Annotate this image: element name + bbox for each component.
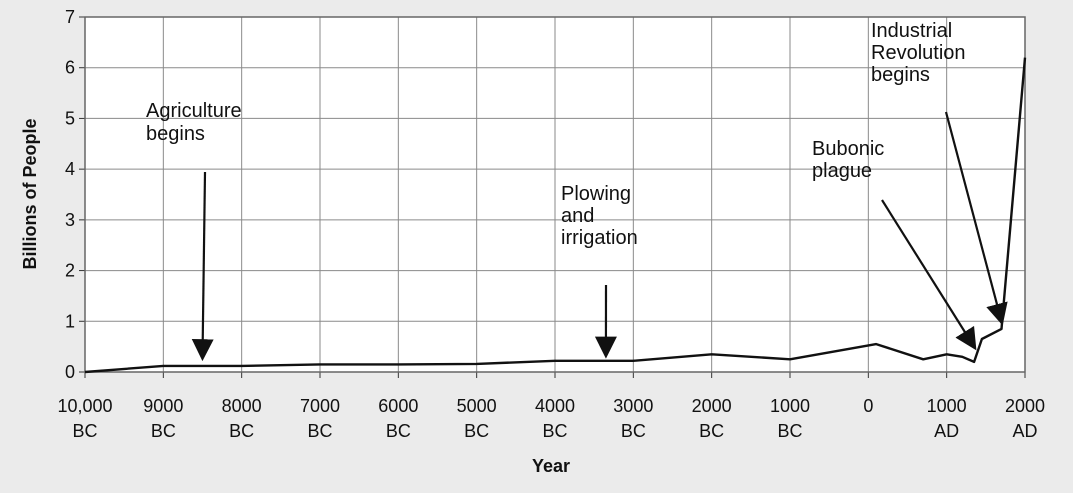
y-axis-ticks: 0 1 2 3 4 5 6 7 [65,7,75,382]
y-tick-label: 7 [65,7,75,27]
x-tick-label-era: BC [151,421,176,441]
x-tick-label: 9000 [143,396,183,416]
x-tick-label: 5000 [457,396,497,416]
series [84,57,1027,374]
x-axis-ticks: 10,000 BC 9000 BC 8000 BC 7000 BC 6000 BC 5000 BC 40… [57,396,1045,441]
annotation-label: and [561,205,594,227]
x-tick-label: 8000 [222,396,262,416]
x-tick-label-era: BC [699,421,724,441]
x-tick-label: 2000 [692,396,732,416]
y-tick-label: 6 [65,58,75,78]
x-tick-label-era: BC [307,421,332,441]
y-tick-label: 3 [65,210,75,230]
x-tick-label: 1000 [927,396,967,416]
annotation-label: Plowing [561,183,631,205]
annotation-label: irrigation [561,227,638,249]
plot-frame [84,16,1026,373]
y-tick-label: 5 [65,108,75,128]
x-tick-label: 10,000 [57,396,112,416]
x-tick-label: 7000 [300,396,340,416]
annotation-arrow [881,199,977,351]
y-tick-label: 0 [65,362,75,382]
x-tick-label-era: BC [72,421,97,441]
annotation-label: begins [871,64,930,86]
x-tick-label-era: BC [621,421,646,441]
y-tick-label: 4 [65,159,75,179]
x-tick-label-era: BC [464,421,489,441]
annotation-label: Bubonic [812,138,884,160]
x-axis-title: Year [532,456,570,476]
x-tick-label-era: BC [229,421,254,441]
annotation-label: Industrial [871,20,952,42]
annotations: AgriculturebeginsPlowingandirrigationBub… [146,20,1008,362]
x-tick-label: 2000 [1005,396,1045,416]
annotation-arrow [944,111,1008,326]
annotation-label: Revolution [871,42,966,64]
x-tick-label: 4000 [535,396,575,416]
y-axis-title: Billions of People [20,118,40,269]
x-tick-label: 1000 [770,396,810,416]
x-tick-label: 0 [863,396,873,416]
x-tick-label: 6000 [378,396,418,416]
annotation-arrow [191,171,214,362]
grid [79,16,1026,378]
y-tick-label: 1 [65,311,75,331]
x-tick-label-era: BC [386,421,411,441]
x-tick-label-era: AD [934,421,959,441]
y-tick-label: 2 [65,261,75,281]
x-tick-label-era: AD [1012,421,1037,441]
x-tick-label-era: BC [777,421,802,441]
x-tick-label-era: BC [542,421,567,441]
annotation-label: Agriculture [146,100,242,122]
annotation-label: begins [146,123,205,145]
annotation-label: plague [812,160,872,182]
population-line [84,57,1027,374]
x-tick-label: 3000 [613,396,653,416]
